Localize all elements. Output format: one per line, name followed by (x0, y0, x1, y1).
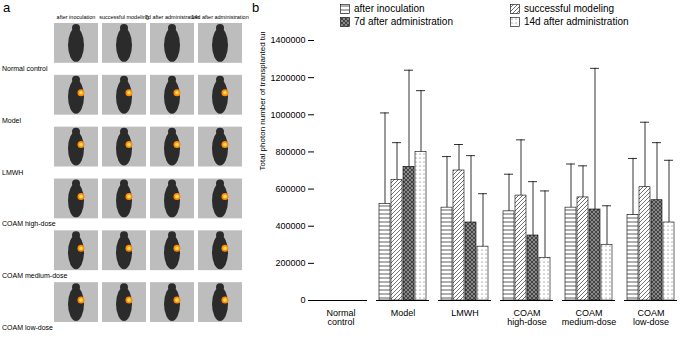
html-text:after inoculation: after inoculation (354, 3, 425, 14)
svg-text:Model: Model (2, 117, 22, 124)
svg-text:Model: Model (391, 308, 416, 318)
svg-text:COAMhigh-dose: COAMhigh-dose (507, 308, 547, 327)
svg-text:7d after administration: 7d after administration (144, 14, 200, 20)
svg-text:after inoculation: after inoculation (57, 14, 96, 20)
svg-text:COAMlow-dose: COAMlow-dose (633, 308, 669, 327)
svg-text:1000000: 1000000 (270, 110, 305, 120)
svg-text:a: a (3, 0, 11, 15)
html-text:b: b (252, 0, 260, 15)
svg-text:Total photon number of transpl: Total photon number of transplanted tumo… (258, 32, 267, 171)
svg-text:0: 0 (300, 295, 305, 305)
svg-text:200000: 200000 (275, 258, 305, 268)
html-text:successful modeling: successful modeling (524, 3, 614, 14)
svg-text:Normalcontrol: Normalcontrol (326, 308, 355, 327)
svg-text:800000: 800000 (275, 147, 305, 157)
svg-text:successful modeling: successful modeling (99, 14, 149, 20)
svg-text:COAM low-dose: COAM low-dose (2, 324, 53, 331)
svg-text:COAM medium-dose: COAM medium-dose (2, 272, 67, 279)
svg-text:COAM high-dose: COAM high-dose (2, 220, 56, 228)
svg-text:14d after administration: 14d after administration (191, 14, 248, 20)
html-text:7d after administration: 7d after administration (354, 16, 453, 27)
svg-text:LMWH: LMWH (451, 308, 479, 318)
svg-text:400000: 400000 (275, 221, 305, 231)
svg-text:1200000: 1200000 (270, 73, 305, 83)
svg-text:LMWH: LMWH (2, 169, 23, 176)
svg-text:Normal control: Normal control (2, 65, 48, 72)
svg-text:COAMmedium-dose: COAMmedium-dose (562, 308, 617, 327)
svg-text:600000: 600000 (275, 184, 305, 194)
svg-text:1400000: 1400000 (270, 35, 305, 45)
html-text:14d after administration: 14d after administration (524, 16, 629, 27)
